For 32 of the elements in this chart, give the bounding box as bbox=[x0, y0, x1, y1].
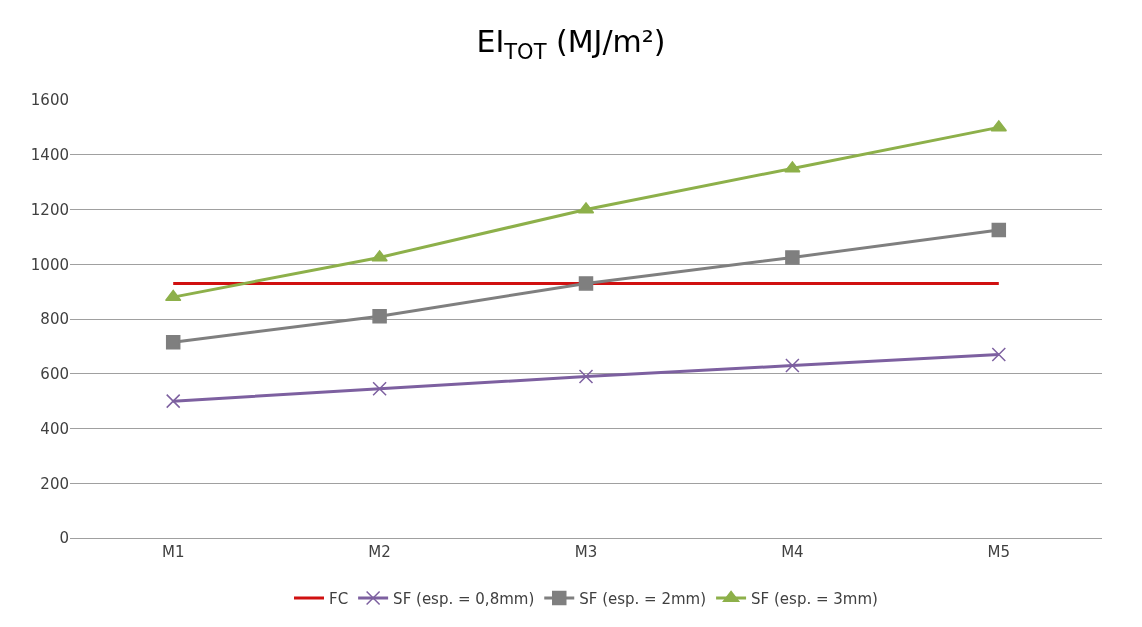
point bbox=[371, 250, 388, 262]
point bbox=[784, 161, 801, 173]
chart-title: EI$_{TOT}$ (MJ/m²) bbox=[476, 24, 666, 64]
point bbox=[578, 369, 594, 384]
point bbox=[164, 289, 182, 302]
point bbox=[165, 335, 181, 350]
point bbox=[991, 347, 1007, 362]
x-tick-label: M1 bbox=[161, 543, 185, 561]
y-tick-label: 200 bbox=[40, 474, 69, 493]
x-tick-label: M2 bbox=[368, 543, 391, 561]
point bbox=[991, 222, 1007, 238]
point bbox=[372, 381, 387, 397]
legend-label: SF (esp. = 3mm) bbox=[751, 589, 878, 608]
y-tick-label: 400 bbox=[40, 419, 69, 438]
point bbox=[578, 276, 594, 291]
point bbox=[785, 358, 800, 373]
legend-label: FC bbox=[329, 589, 349, 608]
point bbox=[372, 309, 387, 324]
y-tick-label: 1400 bbox=[30, 146, 69, 164]
y-tick-label: 600 bbox=[40, 365, 69, 383]
y-tick-label: 1000 bbox=[30, 255, 69, 274]
legend-label: SF (esp. = 2mm) bbox=[579, 589, 707, 608]
x-tick-label: M4 bbox=[781, 543, 804, 561]
point bbox=[165, 393, 181, 409]
point bbox=[785, 250, 800, 265]
y-tick-label: 0 bbox=[59, 529, 69, 548]
y-tick-label: 800 bbox=[40, 310, 69, 329]
x-tick-label: M5 bbox=[987, 543, 1011, 561]
y-tick-label: 1600 bbox=[30, 91, 69, 110]
x-tick-label: M3 bbox=[574, 543, 598, 561]
y-tick-label: 1200 bbox=[30, 200, 69, 219]
legend-label: SF (esp. = 0,8mm) bbox=[393, 589, 535, 608]
